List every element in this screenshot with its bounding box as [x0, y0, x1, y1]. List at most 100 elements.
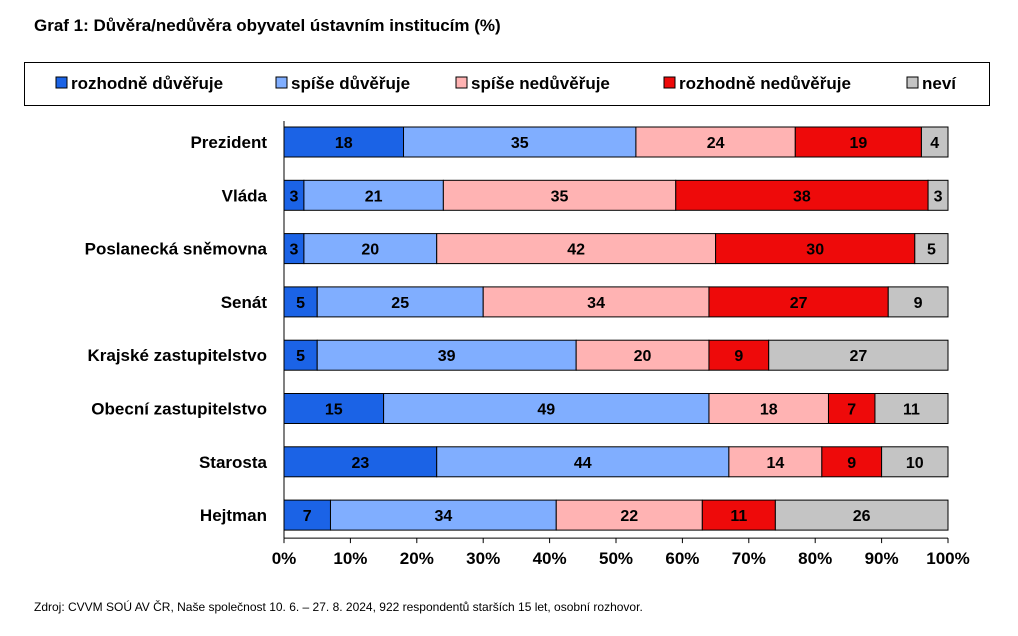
bar-value-label: 44 [574, 455, 592, 472]
x-tick-label: 30% [466, 549, 500, 568]
bar-value-label: 5 [296, 348, 305, 365]
bar-segment [283, 126, 405, 158]
category-label: Vláda [222, 186, 268, 205]
bar-value-label: 35 [511, 135, 529, 152]
bar-value-label: 3 [290, 242, 299, 259]
bar-segment [920, 126, 949, 158]
bar-segment [715, 233, 916, 265]
x-tick-label: 50% [599, 549, 633, 568]
x-tick-label: 100% [926, 549, 969, 568]
bar-value-label: 38 [793, 188, 811, 205]
bar-segment [555, 499, 703, 531]
category-label: Krajské zastupitelstvo [87, 346, 267, 365]
legend-swatch-3 [663, 76, 676, 89]
bar-segment [881, 446, 949, 478]
bar-value-label: 5 [296, 295, 305, 312]
chart-title: Graf 1: Důvěra/nedůvěra obyvatel ústavní… [34, 16, 501, 35]
category-label: Starosta [199, 453, 268, 472]
source-note: Zdroj: CVVM SOÚ AV ČR, Naše společnost 1… [34, 600, 643, 614]
bar-segment [316, 286, 484, 318]
bar-value-label: 9 [914, 295, 923, 312]
bar-value-label: 21 [365, 188, 383, 205]
bar-segment [675, 179, 929, 211]
bar-value-label: 42 [567, 242, 585, 259]
category-label: Obecní zastupitelstvo [91, 400, 267, 419]
category-label: Hejtman [200, 506, 267, 525]
bar-value-label: 34 [434, 508, 452, 525]
legend-label-3: rozhodně nedůvěřuje [679, 74, 851, 93]
bar-segment [403, 126, 637, 158]
legend-label-0: rozhodně důvěřuje [71, 74, 223, 93]
bar-value-label: 10 [906, 455, 924, 472]
bar-value-label: 34 [587, 295, 605, 312]
bar-value-label: 15 [325, 402, 343, 419]
bar-value-label: 30 [806, 242, 824, 259]
x-tick-label: 20% [400, 549, 434, 568]
bar-segment [728, 446, 823, 478]
x-tick-label: 10% [333, 549, 367, 568]
bar-segment [927, 179, 949, 211]
bar-value-label: 35 [551, 188, 569, 205]
bar-value-label: 7 [303, 508, 312, 525]
bar-value-label: 49 [537, 402, 555, 419]
bar-value-label: 22 [620, 508, 638, 525]
bar-segment [303, 233, 438, 265]
legend-swatch-4 [906, 76, 919, 89]
x-tick-label: 90% [865, 549, 899, 568]
bar-segment [821, 446, 883, 478]
x-tick-label: 0% [272, 549, 297, 568]
bar-value-label: 5 [927, 242, 936, 259]
bar-value-label: 20 [361, 242, 379, 259]
bar-value-label: 7 [847, 402, 856, 419]
bar-segment [768, 339, 949, 371]
bar-segment [874, 393, 949, 424]
bar-segment [303, 179, 444, 211]
bar-segment [635, 126, 796, 158]
bar-value-label: 24 [707, 135, 725, 152]
category-label: Senát [221, 293, 268, 312]
bar-value-label: 11 [903, 402, 920, 419]
bar-value-label: 19 [849, 135, 867, 152]
bar-segment [283, 286, 318, 318]
bar-value-label: 11 [730, 508, 747, 525]
bar-segment [708, 339, 770, 371]
bar-value-label: 4 [930, 135, 939, 152]
bar-segment [436, 446, 730, 478]
bar-value-label: 23 [351, 455, 369, 472]
bar-value-label: 9 [847, 455, 856, 472]
bar-segment [383, 393, 710, 424]
bar-value-label: 27 [849, 348, 867, 365]
bar-segment [436, 233, 717, 265]
bar-segment [708, 286, 889, 318]
bar-segment [794, 126, 922, 158]
legend-swatch-2 [455, 76, 468, 89]
bar-value-label: 3 [290, 188, 299, 205]
bar-segment [827, 393, 876, 424]
bar-value-label: 26 [853, 508, 871, 525]
bar-value-label: 25 [391, 295, 409, 312]
bar-value-label: 20 [634, 348, 652, 365]
bar-value-label: 27 [790, 295, 808, 312]
bar-segment [482, 286, 710, 318]
legend-swatch-0 [55, 76, 68, 89]
bar-segment [575, 339, 710, 371]
category-label: Prezident [190, 133, 267, 152]
x-tick-label: 60% [665, 549, 699, 568]
bar-value-label: 39 [438, 348, 456, 365]
bar-segment [442, 179, 677, 211]
bar-value-label: 9 [734, 348, 743, 365]
bar-value-label: 3 [934, 188, 943, 205]
legend-label-4: neví [922, 74, 957, 93]
bar-segment [701, 499, 776, 531]
legend-swatch-1 [275, 76, 288, 89]
bar-segment [774, 499, 949, 531]
bar-value-label: 18 [760, 402, 778, 419]
category-label: Poslanecká sněmovna [85, 240, 268, 259]
legend-box [24, 62, 990, 106]
bar-value-label: 18 [335, 135, 353, 152]
x-tick-label: 40% [533, 549, 567, 568]
x-tick-label: 70% [732, 549, 766, 568]
bar-segment [283, 499, 331, 531]
x-tick-label: 80% [798, 549, 832, 568]
